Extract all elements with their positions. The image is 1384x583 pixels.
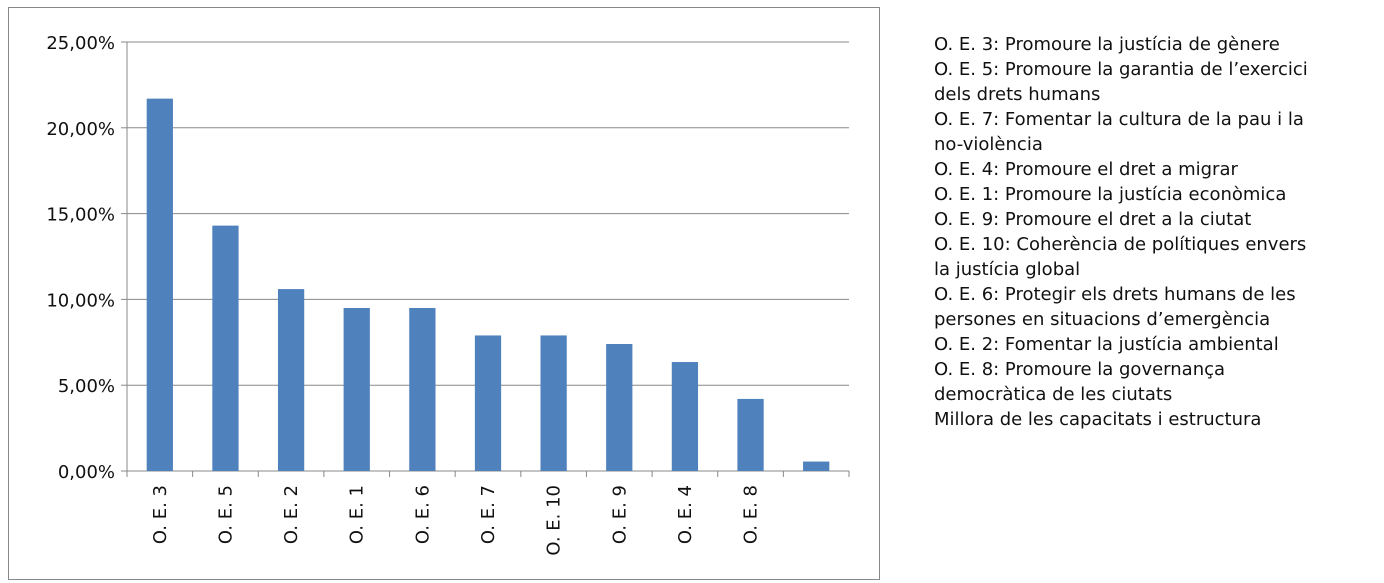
x-tick-label: O. E. 10: [544, 485, 565, 556]
legend-line: O. E. 3: Promoure la justícia de gènere: [934, 34, 1280, 55]
legend-line: O. E. 8: Promoure la governança: [934, 359, 1226, 380]
y-tick-label: 10,00%: [46, 290, 115, 311]
legend-line: persones en situacions d’emergència: [934, 309, 1271, 330]
bar: [540, 335, 567, 471]
bar: [277, 289, 305, 471]
legend-text: O. E. 3: Promoure la justícia de gènere O…: [934, 32, 1374, 432]
legend-line: O. E. 5: Promoure la garantia de l’exerc…: [934, 59, 1308, 80]
bar: [803, 461, 830, 471]
y-tick-label: 25,00%: [46, 33, 115, 54]
legend-line: dels drets humans: [934, 84, 1101, 105]
bar: [671, 362, 699, 471]
x-tick-label: O. E. 3: [150, 485, 171, 544]
bar: [606, 344, 633, 471]
legend-line: O. E. 10: Coherència de polítiques enver…: [934, 234, 1307, 255]
x-tick-label: O. E. 1: [347, 485, 368, 544]
legend-line: la justícia global: [934, 259, 1081, 280]
bar: [474, 335, 502, 471]
bar: [343, 307, 370, 471]
x-tick-label: O. E. 7: [478, 485, 499, 544]
legend-line: no-violència: [934, 134, 1043, 155]
y-tick-label: 15,00%: [46, 205, 115, 226]
y-tick-label: 20,00%: [46, 119, 115, 140]
legend-line: O. E. 6: Protegir els drets humans de le…: [934, 284, 1296, 305]
legend-line: O. E. 2: Fomentar la justícia ambiental: [934, 334, 1279, 355]
bar-chart: 0,00% 5,00% 10,00% 15,00% 20,00% 25,00% O. E. …: [46, 33, 850, 556]
bar: [212, 225, 239, 471]
x-tick-label: O. E. 4: [675, 485, 696, 544]
legend-line: O. E. 9: Promoure el dret a la ciutat: [934, 209, 1252, 230]
x-tick-label: O. E. 9: [609, 485, 630, 544]
y-tick-label: 5,00%: [58, 376, 115, 397]
x-tick-label: O. E. 6: [412, 485, 433, 544]
legend-line: O. E. 7: Fomentar la cultura de la pau i…: [934, 109, 1304, 130]
y-tick-label: 0,00%: [58, 462, 115, 483]
legend-line: Millora de les capacitats i estructura: [934, 409, 1262, 430]
bar: [737, 398, 764, 471]
x-tick-label: O. E. 5: [215, 485, 236, 544]
legend-line: O. E. 1: Promoure la justícia econòmica: [934, 184, 1287, 205]
legend-line: democràtica de les ciutats: [934, 384, 1173, 405]
bar: [409, 307, 436, 471]
x-tick-label: O. E. 2: [281, 485, 302, 544]
bar: [146, 98, 173, 472]
x-tick-label: O. E. 8: [741, 485, 762, 544]
chart-area: 0,00% 5,00% 10,00% 15,00% 20,00% 25,00% O. E. …: [8, 7, 880, 580]
legend-line: O. E. 4: Promoure el dret a migrar: [934, 159, 1238, 180]
